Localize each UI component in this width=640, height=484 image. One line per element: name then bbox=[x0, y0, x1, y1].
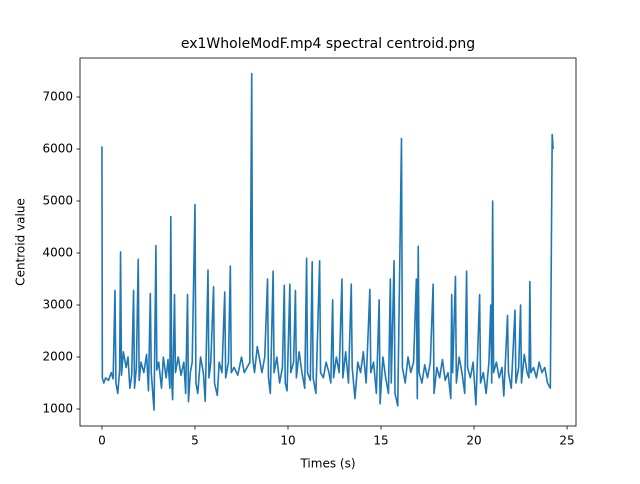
y-tick-label: 3000 bbox=[42, 297, 73, 311]
plot-frame bbox=[79, 57, 577, 427]
chart-title: ex1WholeModF.mp4 spectral centroid.png bbox=[181, 36, 475, 52]
x-tick-label: 20 bbox=[466, 434, 481, 448]
x-tick-label: 5 bbox=[191, 434, 199, 448]
x-tick-label: 10 bbox=[280, 434, 295, 448]
x-tick-label: 15 bbox=[373, 434, 388, 448]
x-axis-label: Times (s) bbox=[299, 457, 355, 471]
y-tick-label: 4000 bbox=[42, 245, 73, 259]
x-tick-label: 0 bbox=[98, 434, 106, 448]
x-tick-label: 25 bbox=[559, 434, 574, 448]
y-axis-label: Centroid value bbox=[14, 198, 28, 286]
y-tick-label: 6000 bbox=[42, 141, 73, 155]
y-tick-label: 2000 bbox=[42, 349, 73, 363]
y-tick-label: 1000 bbox=[42, 401, 73, 415]
y-tick-label: 5000 bbox=[42, 193, 73, 207]
data-line bbox=[101, 72, 554, 411]
y-tick-label: 7000 bbox=[42, 89, 73, 103]
